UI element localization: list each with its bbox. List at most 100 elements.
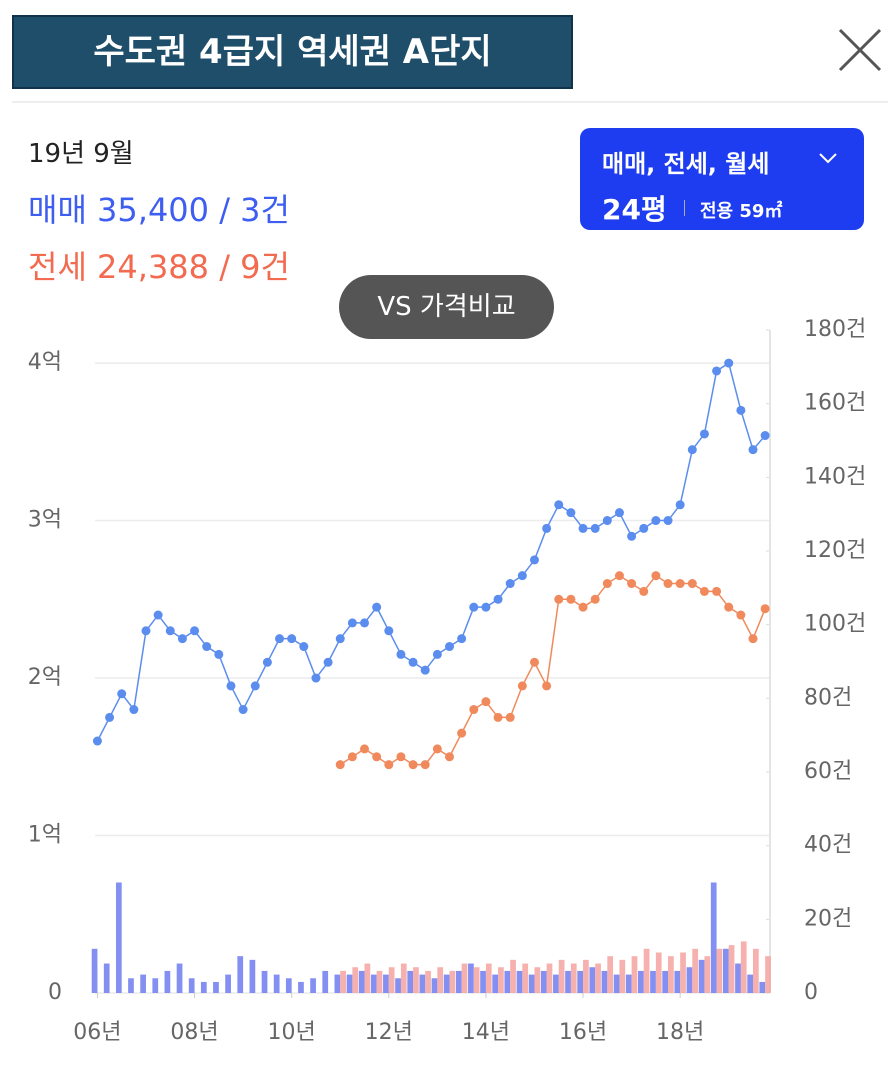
price-point <box>687 579 697 589</box>
volume-bar <box>468 963 474 993</box>
volume-bar <box>631 956 638 993</box>
volume-bar <box>431 978 438 993</box>
price-point <box>627 579 637 589</box>
price-point <box>408 657 418 667</box>
price-point <box>384 760 394 770</box>
y2-tick-label: 160건 <box>804 391 866 416</box>
area: 전용 59㎡ <box>700 201 783 222</box>
volume-bar <box>237 956 244 993</box>
price-point <box>724 602 734 612</box>
price-point <box>92 736 102 746</box>
price-point <box>262 657 272 667</box>
price-point <box>396 649 406 659</box>
price-point <box>712 366 722 376</box>
volume-bar <box>395 978 401 993</box>
price-point <box>542 681 552 691</box>
price-point <box>347 618 357 628</box>
price-point <box>129 705 139 715</box>
y2-tick-label: 120건 <box>804 538 866 563</box>
price-point <box>736 610 746 620</box>
volume-bar <box>498 967 504 993</box>
volume-bar <box>546 963 553 993</box>
x-tick-label: 12년 <box>365 1020 413 1045</box>
volume-bar <box>91 948 98 993</box>
price-point <box>529 657 539 667</box>
price-point <box>432 649 442 659</box>
volume-bar <box>370 974 377 993</box>
volume-bar <box>164 970 171 993</box>
volume-bar <box>103 963 110 993</box>
x-tick-label: 16년 <box>559 1020 607 1045</box>
chevron <box>819 153 837 164</box>
price-point <box>420 760 430 770</box>
volume-bar <box>650 970 656 993</box>
price-point <box>214 649 224 659</box>
compare-button[interactable]: VS 가격비교 <box>339 275 554 339</box>
volume-bar <box>352 967 359 993</box>
price-point <box>712 586 722 596</box>
volume-bar <box>128 978 134 993</box>
price-point <box>360 744 370 754</box>
price-point <box>699 586 709 596</box>
volume-bar <box>638 970 644 993</box>
price-point <box>469 705 479 715</box>
volume-bar <box>704 956 711 993</box>
price-point <box>517 681 527 691</box>
volume-bar <box>522 963 529 993</box>
type-selector[interactable]: 매매, 전세, 월세 24평 전용 59㎡ <box>580 128 864 230</box>
price-point <box>554 594 564 604</box>
price-point <box>444 642 454 652</box>
y2-tick-label: 100건 <box>804 612 866 637</box>
volume-bar <box>273 974 280 993</box>
volume-bar <box>625 974 632 993</box>
y2-tick-label: 140건 <box>804 464 866 489</box>
volume-bar <box>461 963 468 993</box>
volume-bar <box>570 963 577 993</box>
price-point <box>687 445 697 455</box>
price-point <box>360 618 370 628</box>
volume-bar <box>601 970 608 993</box>
price-point <box>639 523 649 533</box>
y2-tick-label: 20건 <box>804 906 852 931</box>
price-point <box>529 555 539 565</box>
date-label: 19년 9월 <box>28 139 134 169</box>
price-point <box>275 634 285 644</box>
volume-bar <box>225 974 231 993</box>
volume-bar <box>655 952 662 993</box>
volume-bar <box>400 963 407 993</box>
y-tick-label: 0 <box>48 980 62 1005</box>
price-point <box>238 705 248 715</box>
volume-bar <box>310 978 316 993</box>
volume-bar <box>613 974 620 993</box>
price-point <box>250 681 260 691</box>
price-point <box>639 586 649 596</box>
volume-bar <box>152 978 159 993</box>
close-button[interactable] <box>838 28 882 72</box>
volume-bar <box>710 882 717 993</box>
y2-tick-label: 0 <box>804 980 818 1005</box>
volume-bar <box>558 959 565 993</box>
price-point <box>651 571 661 581</box>
price-point <box>493 594 503 604</box>
volume-bar <box>565 970 571 993</box>
volume-bar <box>583 959 589 993</box>
price-point <box>165 626 175 636</box>
price-point <box>614 571 624 581</box>
volume-bar <box>358 970 365 993</box>
volume-bar <box>455 970 462 993</box>
volume-bar <box>753 948 759 993</box>
price-point <box>602 516 612 526</box>
price-point <box>226 681 236 691</box>
price-point <box>432 744 442 754</box>
volume-bar <box>516 970 523 993</box>
volume-bar <box>765 956 771 993</box>
price-point <box>748 445 758 455</box>
price-point <box>481 697 491 707</box>
price-point <box>602 579 612 589</box>
volume-bar <box>346 974 353 993</box>
price-point <box>444 752 454 762</box>
volume-bar <box>577 970 584 993</box>
price-point <box>760 604 770 614</box>
price-point <box>372 752 382 762</box>
